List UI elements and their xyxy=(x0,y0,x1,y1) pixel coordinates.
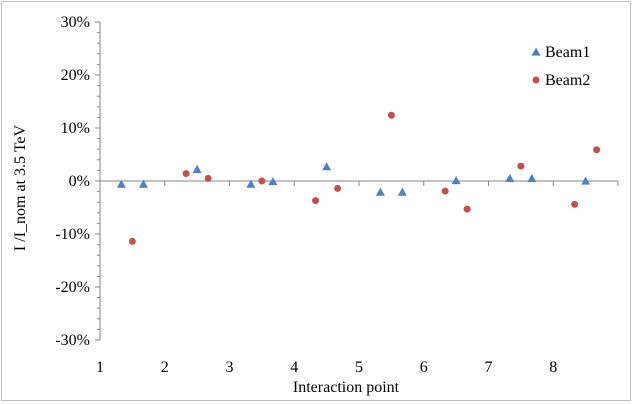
beam2-point xyxy=(571,200,579,208)
x-tick-label: 3 xyxy=(226,359,234,376)
beam2-point xyxy=(463,205,471,213)
beam2-point xyxy=(334,184,342,192)
y-tick-label: 0% xyxy=(69,173,90,190)
beam1-point xyxy=(246,179,256,188)
y-axis-title: I /I_nom at 3.5 TeV xyxy=(12,125,29,252)
x-tick-label: 4 xyxy=(290,359,298,376)
beam2-point xyxy=(258,177,266,185)
beam2-point xyxy=(441,187,449,195)
beam2-point xyxy=(128,237,136,245)
legend-marker-beam2 xyxy=(532,76,540,84)
axes xyxy=(95,21,619,341)
beam1-point xyxy=(397,187,407,196)
y-tick-label: -20% xyxy=(55,279,90,296)
y-tick-label: 10% xyxy=(61,120,90,137)
y-tick-label: -30% xyxy=(55,332,90,349)
x-tick-label: 8 xyxy=(549,359,557,376)
x-tick-label: 2 xyxy=(161,359,169,376)
x-tick-label: 6 xyxy=(420,359,428,376)
beam2-point xyxy=(182,170,190,178)
beam2-point xyxy=(204,174,212,182)
x-tick-label: 5 xyxy=(355,359,363,376)
beam1-point xyxy=(581,176,591,185)
y-tick-label: 20% xyxy=(61,67,90,84)
legend: Beam1 Beam2 xyxy=(531,44,590,89)
legend-marker-beam1 xyxy=(531,47,541,56)
beam1-point xyxy=(268,177,278,186)
beam1-point xyxy=(192,164,202,173)
beam2-point xyxy=(593,146,601,154)
x-axis-title: Interaction point xyxy=(293,379,400,396)
beam2-point xyxy=(387,111,395,119)
beam1-point xyxy=(322,162,332,171)
beam1-point xyxy=(138,179,148,188)
beam1-point xyxy=(505,173,515,182)
beam1-point xyxy=(527,173,537,182)
beam2-point xyxy=(517,162,525,170)
y-tick-labels: 30% 20% 10% 0% -10% -20% -30% xyxy=(55,14,90,349)
x-tick-label: 1 xyxy=(96,359,104,376)
beam1-point xyxy=(451,175,461,185)
data-points xyxy=(116,111,601,245)
x-tick-labels: 1 2 3 4 5 6 7 8 xyxy=(96,359,557,376)
beam1-point xyxy=(116,179,126,188)
legend-label-beam2: Beam2 xyxy=(545,72,590,89)
beam2-point xyxy=(312,197,320,205)
x-tick-label: 7 xyxy=(485,359,493,376)
y-tick-label: 30% xyxy=(61,14,90,31)
legend-label-beam1: Beam1 xyxy=(545,44,590,61)
beam1-point xyxy=(375,187,385,196)
y-tick-label: -10% xyxy=(55,226,90,243)
